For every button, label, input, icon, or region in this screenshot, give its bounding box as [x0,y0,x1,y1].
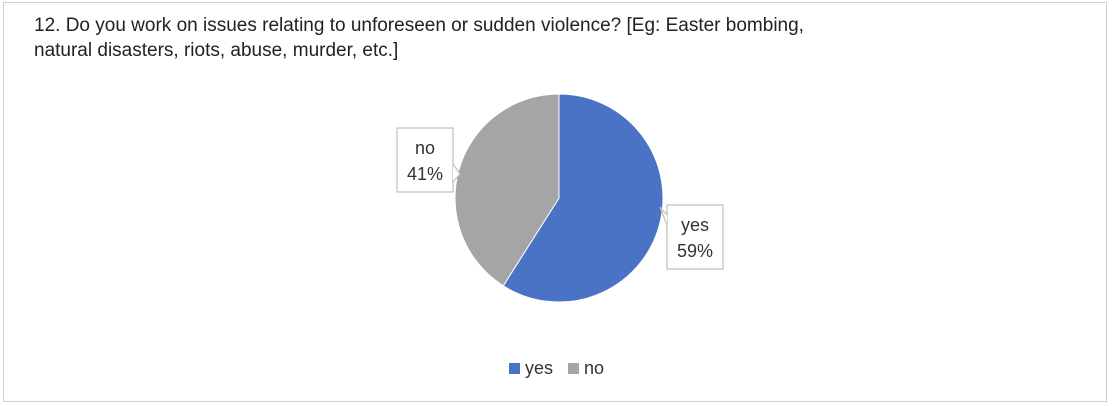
data-label-percent-yes: 59% [677,241,713,261]
callout-no: no 41% [396,127,461,193]
callout-box-yes [666,204,724,270]
question-title: 12. Do you work on issues relating to un… [34,13,934,63]
legend-item-no: no [568,358,604,379]
legend-swatch-no [568,363,579,374]
question-line-2: natural disasters, riots, abuse, murder,… [34,40,399,61]
legend: yes no [0,358,1113,379]
data-label-category-no: no [415,138,435,158]
data-label-category-yes: yes [681,215,709,235]
data-label-percent-no: 41% [407,164,443,184]
legend-item-yes: yes [508,358,553,379]
legend-label-no: no [584,358,605,378]
legend-label-yes: yes [524,358,553,378]
callout-yes: yes 59% [659,204,724,270]
callout-pointer-no [452,163,461,183]
question-line-1: 12. Do you work on issues relating to un… [34,15,804,36]
callout-pointer-yes [659,206,668,226]
pie-slice-no [454,93,560,287]
pie-slice-yes [502,93,664,303]
callout-box-no [396,127,454,193]
legend-swatch-yes [508,363,520,374]
